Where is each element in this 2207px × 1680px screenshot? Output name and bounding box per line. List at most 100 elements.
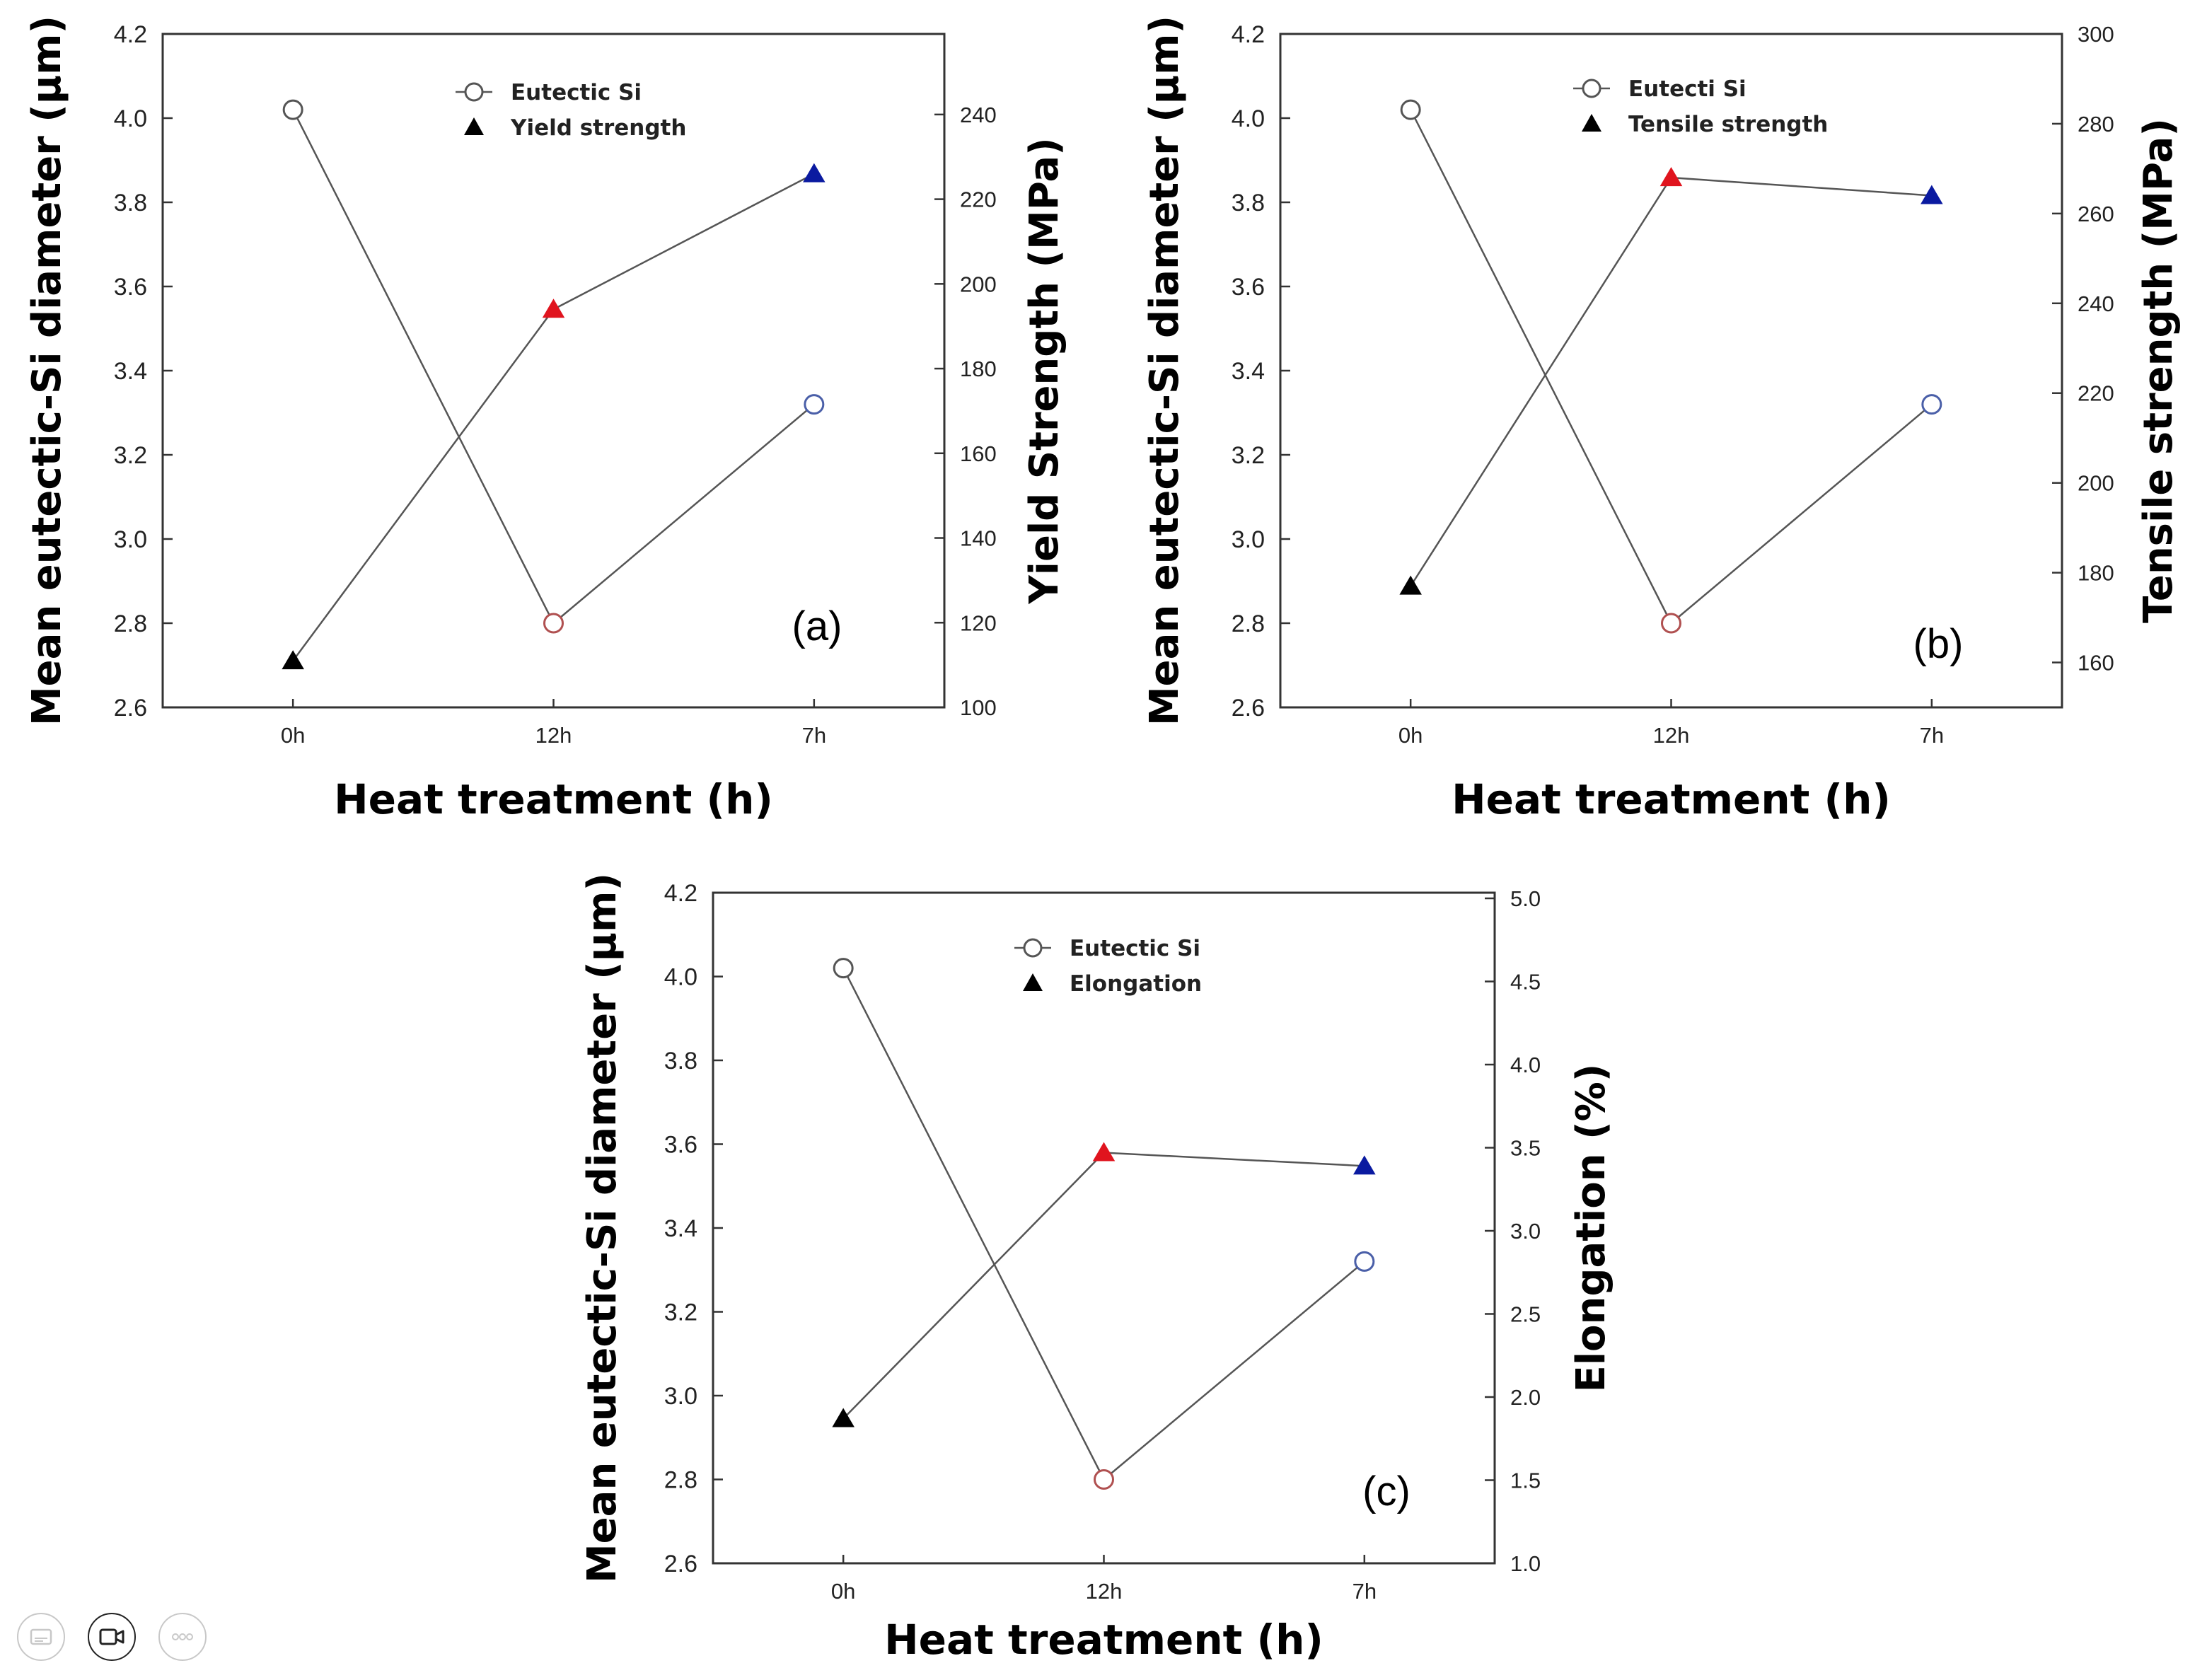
- y2-tick-label: 160: [960, 441, 997, 466]
- y2-tick-label: 240: [960, 103, 997, 127]
- y-tick-label: 3.6: [114, 274, 147, 301]
- y2-tick-label: 260: [2078, 202, 2114, 226]
- strength-line: [842, 1152, 1365, 1420]
- legend-label: Yield strength: [510, 115, 686, 141]
- y2-tick-label: 200: [2078, 471, 2114, 496]
- chart-panel-b: 2.6 2.8 3.0 3.2 3.4 3.6 3.8 4.0 4.2 160 180 200 220 2…: [1142, 16, 2182, 823]
- captions-button[interactable]: [17, 1613, 65, 1661]
- strength-point: [803, 163, 826, 183]
- eutectic-si-line: [842, 968, 1365, 1481]
- y-tick-label: 3.4: [1232, 358, 1265, 385]
- eutectic-si-point: [1400, 99, 1421, 120]
- y-tick-label: 4.2: [1232, 21, 1265, 48]
- y-axis-label: Mean eutectic-Si diameter (μm): [1142, 16, 1188, 726]
- eutectic-si-point: [282, 99, 303, 120]
- x-tick-label: 12h: [535, 723, 572, 748]
- x-tick-label: 12h: [1653, 723, 1690, 748]
- eutectic-si-point: [1661, 613, 1681, 634]
- legend-label: Eutectic Si: [511, 80, 642, 105]
- eutectic-si-line: [1410, 109, 1933, 625]
- y-tick-label: 2.6: [664, 1551, 697, 1577]
- y-tick-label: 2.6: [1232, 695, 1265, 722]
- y-tick-label: 3.0: [664, 1383, 697, 1410]
- x-axis-label: Heat treatment (h): [1452, 775, 1891, 823]
- y2-tick-label: 160: [2078, 651, 2114, 676]
- y-tick-label: 3.4: [664, 1215, 697, 1242]
- y-tick-label: 3.8: [114, 190, 147, 216]
- y-tick-label: 3.6: [664, 1132, 697, 1159]
- strength-point: [1353, 1155, 1376, 1175]
- panel-tag: (a): [792, 603, 842, 649]
- strength-point: [832, 1408, 855, 1427]
- legend-circle-swatch: [464, 82, 484, 102]
- strength-line: [1410, 176, 1932, 587]
- y2-tick-label: 140: [960, 526, 997, 551]
- eutectic-si-point: [543, 613, 564, 634]
- strength-point: [282, 650, 304, 670]
- strength-point: [1399, 575, 1422, 595]
- x-tick-label: 7h: [1352, 1579, 1377, 1604]
- y2-tick-label: 200: [960, 272, 997, 296]
- x-tick-label: 12h: [1086, 1579, 1123, 1604]
- y-axis-label: Mean eutectic-Si diameter (μm): [24, 16, 70, 726]
- x-tick-label: 0h: [831, 1579, 855, 1604]
- y2-tick-label: 240: [2078, 291, 2114, 316]
- captions-icon: [30, 1628, 52, 1645]
- y-tick-label: 3.2: [664, 1299, 697, 1326]
- y-tick-label: 4.2: [114, 21, 147, 48]
- y2-tick-label: 2.0: [1510, 1385, 1541, 1410]
- y2-tick-label: 4.5: [1510, 970, 1541, 995]
- y2-tick-label: 3.0: [1510, 1219, 1541, 1244]
- x-tick-label: 0h: [281, 723, 305, 748]
- y2-tick-label: 2.5: [1510, 1302, 1541, 1327]
- y2-tick-label: 220: [960, 187, 997, 212]
- video-button[interactable]: [88, 1613, 136, 1661]
- legend-label: Eutecti Si: [1628, 76, 1747, 102]
- y2-axis-label: Elongation (%): [1568, 1064, 1614, 1393]
- y2-tick-label: 280: [2078, 112, 2114, 137]
- y2-axis-label: Yield Strength (MPa): [1021, 137, 1067, 605]
- y2-tick-label: 300: [2078, 22, 2114, 47]
- more-icon: [172, 1633, 193, 1640]
- y2-tick-label: 5.0: [1510, 886, 1541, 911]
- more-button[interactable]: [158, 1613, 207, 1661]
- eutectic-si-point: [804, 394, 825, 415]
- y-tick-label: 2.8: [664, 1467, 697, 1494]
- legend-triangle-swatch: [1582, 114, 1601, 132]
- y-tick-label: 3.8: [664, 1048, 697, 1074]
- eutectic-si-line: [292, 109, 815, 625]
- x-tick-label: 7h: [802, 723, 826, 748]
- y2-tick-label: 4.0: [1510, 1053, 1541, 1077]
- y-tick-label: 2.6: [114, 695, 147, 722]
- strength-point: [1921, 185, 1943, 204]
- y2-tick-label: 180: [960, 357, 997, 381]
- x-axis-label: Heat treatment (h): [884, 1616, 1323, 1664]
- chart-panel-c: 2.6 2.8 3.0 3.2 3.4 3.6 3.8 4.0 4.2 1.0 1.5 2.0 2.5 3…: [579, 873, 1614, 1664]
- strength-point: [1659, 167, 1683, 187]
- x-tick-label: 0h: [1398, 723, 1423, 748]
- x-axis-label: Heat treatment (h): [334, 775, 773, 823]
- video-icon: [99, 1628, 124, 1645]
- y-tick-label: 3.0: [114, 526, 147, 553]
- y-tick-label: 2.8: [114, 610, 147, 637]
- legend-circle-swatch: [1582, 79, 1601, 98]
- eutectic-si-point: [1094, 1469, 1114, 1490]
- y-tick-label: 2.8: [1232, 610, 1265, 637]
- legend-label: Tensile strength: [1628, 112, 1828, 137]
- strength-point: [542, 299, 565, 318]
- y-tick-label: 4.0: [1232, 105, 1265, 132]
- y-tick-label: 3.2: [114, 442, 147, 469]
- y2-tick-label: 120: [960, 610, 997, 635]
- chart-panel-a: 2.6 2.8 3.0 3.2 3.4 3.6 3.8 4.0 4.2 100 120 140 160 1…: [24, 16, 1067, 823]
- panel-tag: (c): [1362, 1468, 1410, 1514]
- y-tick-label: 3.8: [1232, 190, 1265, 216]
- y-tick-label: 3.6: [1232, 274, 1265, 301]
- y-tick-label: 4.2: [664, 880, 697, 907]
- y-tick-label: 4.0: [114, 105, 147, 132]
- y2-tick-label: 3.5: [1510, 1136, 1541, 1161]
- y-tick-label: 3.0: [1232, 526, 1265, 553]
- eutectic-si-point: [1921, 394, 1942, 415]
- y-tick-label: 3.4: [114, 358, 147, 385]
- legend-circle-swatch: [1023, 938, 1043, 958]
- y-tick-label: 4.0: [664, 964, 697, 991]
